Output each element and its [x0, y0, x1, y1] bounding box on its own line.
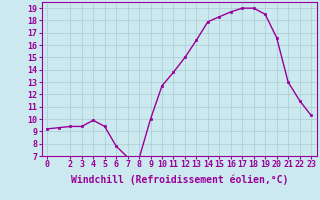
X-axis label: Windchill (Refroidissement éolien,°C): Windchill (Refroidissement éolien,°C)	[70, 175, 288, 185]
